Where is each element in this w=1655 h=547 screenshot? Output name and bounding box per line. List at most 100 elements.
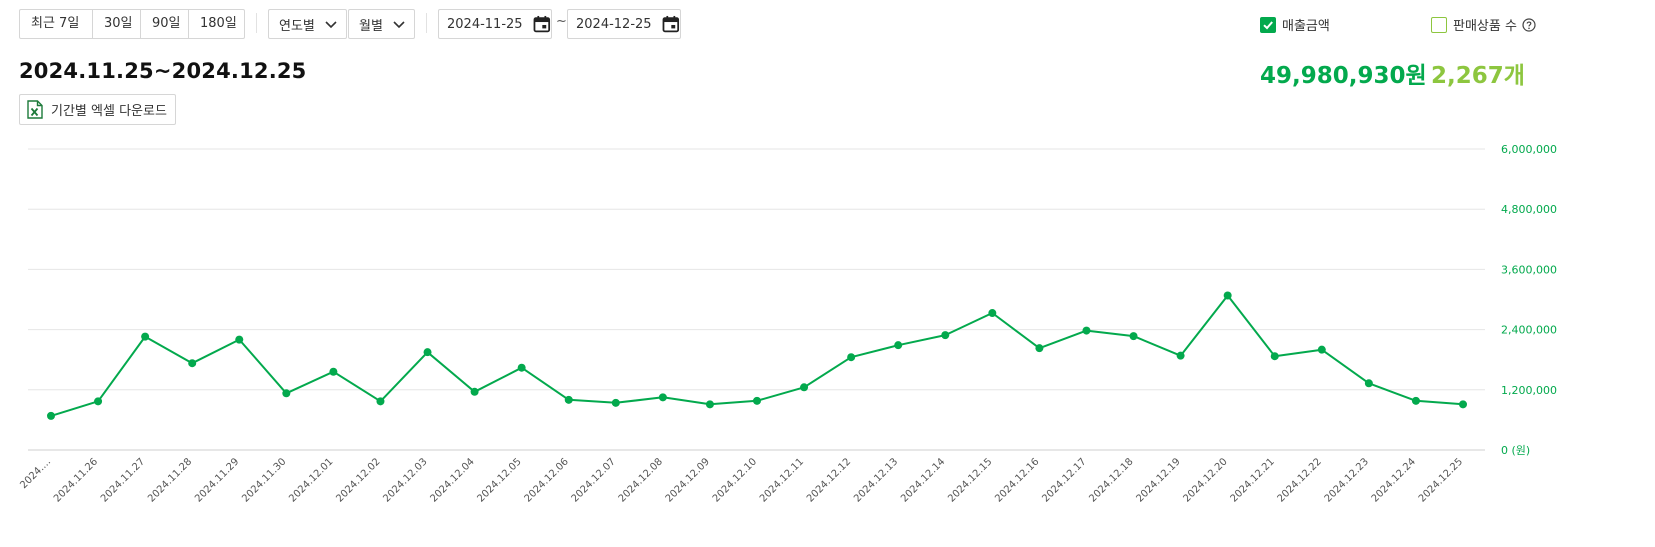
sales-line-chart: 6,000,000 4,800,000 3,600,000 2,400,000 1,20… [18,143,1557,505]
x-tick-label: 2024.11.27 [99,456,147,504]
sales-checkbox[interactable] [1260,16,1276,33]
x-tick-label: 2024.12.21 [1229,456,1277,504]
period-180days-button[interactable]: 180일 [200,16,237,31]
data-point [470,387,479,396]
x-tick-label: 2024.12.22 [1276,456,1324,504]
period-7days-button[interactable]: 최근 7일 [20,10,93,38]
y-tick-label: 1,200,000 [1501,384,1557,397]
data-point [1035,344,1044,353]
x-tick-label: 2024.12.13 [852,456,900,504]
end-date-input[interactable]: 2024-12-25 [567,9,681,39]
year-select-label: 연도별 [279,18,315,34]
period-30days-button[interactable]: 30일 [93,10,141,38]
data-point [564,395,573,404]
x-tick-label: 2024.12.03 [381,456,429,504]
x-tick-label: 2024.12.19 [1134,456,1182,504]
x-tick-label: 2024.11.26 [52,456,100,504]
data-point [1082,326,1091,335]
x-tick-label: 2024.12.20 [1182,456,1230,504]
data-point [47,411,55,420]
data-point [141,332,150,341]
question-circle-icon[interactable] [1522,17,1536,32]
x-tick-label: 2024.12.24 [1370,456,1418,504]
excel-download-button[interactable]: 기간별 엑셀 다운로드 [19,94,176,125]
x-tick-label: 2024.12.06 [523,456,571,504]
data-point [1459,400,1467,409]
chevron-down-icon [393,21,405,29]
legend-sales-label: 매출금액 [1282,19,1330,34]
y-tick-label: 0 (원) [1501,444,1530,457]
start-date-input[interactable]: 2024-11-25 [438,9,552,39]
x-tick-label: 2024.11.30 [240,456,288,504]
y-tick-label: 3,600,000 [1501,263,1557,276]
x-tick-label: 2024.12.09 [664,456,712,504]
data-point [188,359,197,368]
x-tick-label: 2024.12.14 [899,456,947,504]
x-tick-label: 2024.12.08 [617,456,665,504]
data-point [894,341,903,350]
data-point [1270,352,1279,361]
data-point [1223,291,1232,300]
data-point [517,363,526,372]
data-point [1411,396,1420,405]
divider [256,13,257,33]
x-tick-label: 2024.11.28 [146,456,194,504]
y-tick-label: 4,800,000 [1501,203,1557,216]
x-tick-label: 2024.12.04 [428,456,476,504]
data-point [1129,332,1138,341]
data-point [1176,351,1185,360]
data-point [988,309,997,318]
data-point [705,400,714,409]
data-point [611,398,620,407]
x-tick-label: 2024.12.10 [711,456,759,504]
legend-sales-toggle[interactable]: 매출금액 [1260,15,1330,34]
x-tick-label: 2024.12.18 [1087,456,1135,504]
divider [426,13,427,33]
data-point [282,389,291,398]
calendar-icon[interactable] [533,15,551,33]
page-title: 2024.11.25~2024.12.25 [19,59,307,83]
calendar-icon[interactable] [662,15,680,33]
chevron-down-icon [325,21,337,29]
excel-file-icon [27,100,43,119]
data-point [753,396,761,405]
x-tick-label: 2024.11.29 [193,456,241,504]
end-date-value: 2024-12-25 [576,16,652,32]
legend-items-label: 판매상품 수 [1453,19,1517,34]
period-segment: 최근 7일 30일 90일 180일 [19,9,245,39]
legend-items-toggle[interactable]: 판매상품 수 [1431,15,1536,34]
x-tick-label: 2024.12.07 [570,456,618,504]
data-point [329,367,338,376]
start-date-value: 2024-11-25 [447,16,523,32]
data-point [1364,379,1373,388]
x-tick-label: 2024.12.16 [993,456,1041,504]
y-tick-label: 2,400,000 [1501,324,1557,337]
data-point [847,353,856,362]
x-tick-label: 2024.12.02 [334,456,382,504]
x-tick-label: 2024.12.23 [1323,456,1371,504]
data-point [235,335,244,344]
data-point [658,393,667,402]
month-select-label: 월별 [359,18,383,34]
excel-download-label: 기간별 엑셀 다운로드 [51,104,167,119]
check-icon [1263,20,1273,29]
x-tick-label: 2024.12.17 [1040,456,1088,504]
x-tick-label: 2024.12.05 [476,456,524,504]
x-tick-label: 2024.12.15 [946,456,994,504]
x-tick-label: 2024.12.12 [805,456,853,504]
total-items-value: 2,267개 [1431,63,1525,89]
date-separator: ~ [556,14,567,29]
y-tick-label: 6,000,000 [1501,143,1557,156]
data-point [376,397,385,406]
month-select[interactable]: 월별 [348,9,415,39]
data-point [423,348,432,357]
data-point [1317,345,1326,354]
x-tick-label: 2024.12.01 [287,456,335,504]
data-point [94,397,103,406]
x-tick-label: 2024.... [18,456,53,491]
items-checkbox[interactable] [1431,16,1447,33]
x-tick-label: 2024.12.25 [1417,456,1465,504]
year-select[interactable]: 연도별 [268,9,347,39]
period-90days-button[interactable]: 90일 [141,10,189,38]
x-tick-label: 2024.12.11 [758,456,806,504]
